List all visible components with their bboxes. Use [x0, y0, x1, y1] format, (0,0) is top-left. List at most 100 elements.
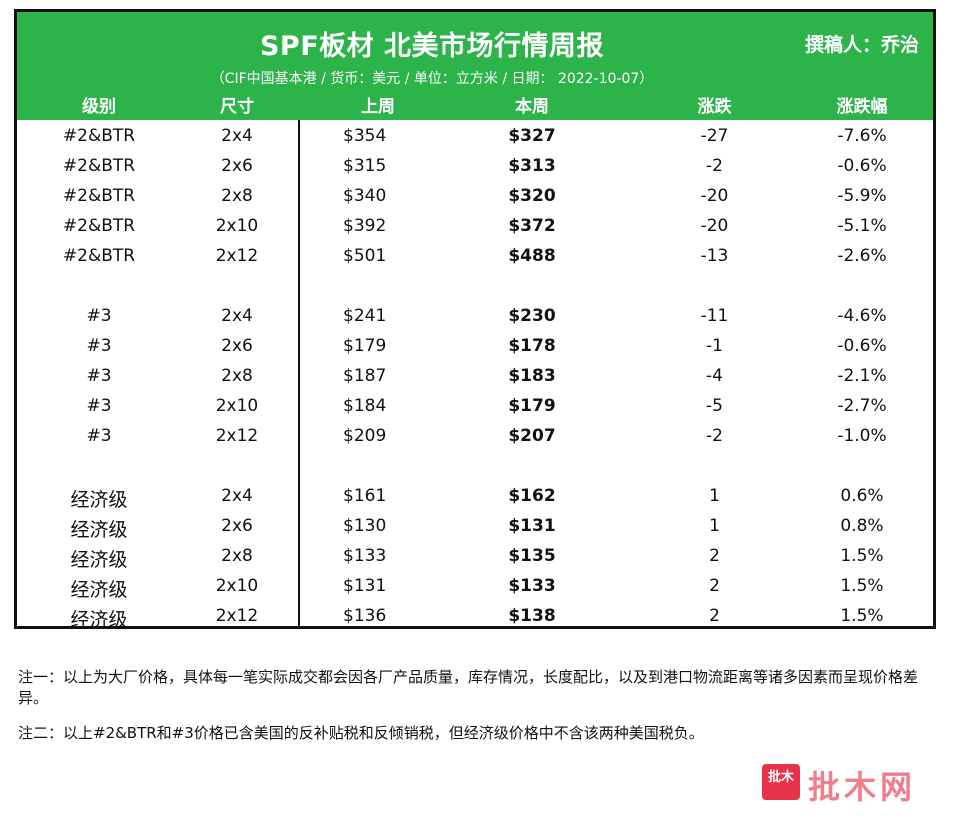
- cell-size: 2x6: [221, 336, 253, 356]
- cell-this-week: $320: [508, 186, 556, 206]
- report-author: 撰稿人：乔治: [804, 34, 919, 56]
- cell-size: 2x12: [215, 606, 259, 626]
- cell-last-week: $209: [343, 426, 387, 446]
- cell-change-pct: -5.9%: [837, 186, 887, 206]
- cell-size: 2x8: [221, 186, 253, 206]
- cell-change: -1: [706, 336, 723, 356]
- cell-last-week: $315: [343, 156, 387, 176]
- cell-change: 2: [709, 576, 720, 596]
- cell-change: -2: [706, 426, 723, 446]
- cell-change: -27: [700, 126, 729, 146]
- cell-this-week: $230: [508, 306, 556, 326]
- cell-change: -20: [700, 186, 729, 206]
- logo-badge: 批木: [762, 764, 800, 800]
- cell-change: -2: [706, 156, 723, 176]
- cell-change: -11: [700, 306, 729, 326]
- report-title: SPF板材 北美市场行情周报: [259, 31, 605, 62]
- cell-change-pct: -1.0%: [837, 426, 887, 446]
- cell-this-week: $183: [508, 366, 556, 386]
- note-2: 注二：以上#2&BTR和#3价格已含美国的反补贴税和反倾销税，但经济级价格中不含…: [18, 724, 704, 742]
- cell-this-week: $372: [508, 216, 556, 236]
- cell-grade: 经济级: [70, 579, 128, 601]
- cell-change-pct: -0.6%: [837, 336, 887, 356]
- cell-change-pct: 1.5%: [840, 546, 884, 566]
- cell-change-pct: 0.8%: [840, 516, 884, 536]
- col-header-last-week: 上周: [361, 97, 395, 117]
- cell-grade: #2&BTR: [62, 126, 136, 146]
- cell-this-week: $178: [508, 336, 556, 356]
- column-divider: [298, 120, 300, 629]
- cell-grade: #2&BTR: [62, 186, 136, 206]
- cell-change-pct: -2.6%: [837, 246, 887, 266]
- cell-grade: #3: [86, 396, 112, 416]
- cell-change-pct: -4.6%: [837, 306, 887, 326]
- cell-grade: #2&BTR: [62, 156, 136, 176]
- cell-last-week: $130: [343, 516, 387, 536]
- cell-this-week: $131: [508, 516, 556, 536]
- cell-change-pct: 1.5%: [840, 576, 884, 596]
- cell-this-week: $207: [508, 426, 556, 446]
- cell-grade: #2&BTR: [62, 216, 136, 236]
- cell-this-week: $133: [508, 576, 556, 596]
- cell-size: 2x4: [221, 486, 253, 506]
- cell-last-week: $133: [343, 546, 387, 566]
- cell-grade: 经济级: [70, 549, 128, 571]
- cell-this-week: $135: [508, 546, 556, 566]
- cell-change-pct: -0.6%: [837, 156, 887, 176]
- cell-last-week: $354: [343, 126, 387, 146]
- cell-last-week: $161: [343, 486, 387, 506]
- col-header-grade: 级别: [82, 97, 116, 117]
- cell-this-week: $327: [508, 126, 556, 146]
- cell-this-week: $179: [508, 396, 556, 416]
- cell-change: -5: [706, 396, 723, 416]
- cell-change: -4: [706, 366, 723, 386]
- cell-grade: #3: [86, 426, 112, 446]
- cell-grade: #3: [86, 366, 112, 386]
- cell-size: 2x4: [221, 306, 253, 326]
- cell-change-pct: -5.1%: [837, 216, 887, 236]
- column-headers: 级别 尺寸 上周 本周 涨跌 涨跌幅: [17, 92, 933, 118]
- cell-change-pct: -2.1%: [837, 366, 887, 386]
- table-row: 经济级 2x10 $131 $133 2 1.5%: [17, 572, 933, 602]
- cell-last-week: $340: [343, 186, 387, 206]
- cell-this-week: $138: [508, 606, 556, 626]
- cell-change-pct: -7.6%: [837, 126, 887, 146]
- table-row: #3 2x8 $187 $183 -4 -2.1%: [17, 362, 933, 392]
- cell-last-week: $392: [343, 216, 387, 236]
- cell-last-week: $136: [343, 606, 387, 626]
- notes-section: 注一：以上为大厂价格，具体每一笔实际成交都会因各厂产品质量，库存情况，长度配比，…: [18, 667, 938, 758]
- table-row: #3 2x4 $241 $230 -11 -4.6%: [17, 302, 933, 332]
- col-header-change-pct: 涨跌幅: [836, 97, 888, 117]
- cell-size: 2x10: [215, 576, 259, 596]
- cell-this-week: $162: [508, 486, 556, 506]
- cell-change: 2: [709, 606, 720, 626]
- logo-wordmark: 批木网: [808, 768, 917, 806]
- cell-size: 2x4: [221, 126, 253, 146]
- cell-grade: 经济级: [70, 519, 128, 541]
- cell-size: 2x10: [215, 216, 259, 236]
- cell-size: 2x6: [221, 516, 253, 536]
- cell-change: 1: [709, 516, 720, 536]
- table-row: #2&BTR 2x6 $315 $313 -2 -0.6%: [17, 152, 933, 182]
- cell-grade: #2&BTR: [62, 246, 136, 266]
- cell-grade: 经济级: [70, 609, 128, 631]
- col-header-size: 尺寸: [220, 97, 254, 117]
- table-row: #3 2x6 $179 $178 -1 -0.6%: [17, 332, 933, 362]
- table-row: 经济级 2x12 $136 $138 2 1.5%: [17, 602, 933, 632]
- cell-this-week: $488: [508, 246, 556, 266]
- price-report-table: SPF板材 北美市场行情周报 撰稿人：乔治 （CIF中国基本港 / 货币：美元 …: [14, 9, 936, 632]
- report-header: SPF板材 北美市场行情周报 撰稿人：乔治 （CIF中国基本港 / 货币：美元 …: [17, 12, 933, 120]
- cell-grade: #3: [86, 306, 112, 326]
- table-row: #2&BTR 2x4 $354 $327 -27 -7.6%: [17, 122, 933, 152]
- cell-change: -20: [700, 216, 729, 236]
- cell-grade: #3: [86, 336, 112, 356]
- table-row: #2&BTR 2x10 $392 $372 -20 -5.1%: [17, 212, 933, 242]
- cell-this-week: $313: [508, 156, 556, 176]
- brand-logo: 批木 批木网: [762, 762, 942, 806]
- cell-change-pct: -2.7%: [837, 396, 887, 416]
- cell-grade: 经济级: [70, 489, 128, 511]
- table-row: 经济级 2x4 $161 $162 1 0.6%: [17, 482, 933, 512]
- report-subtitle: （CIF中国基本港 / 货币：美元 / 单位：立方米 / 日期： 2022-10…: [210, 71, 654, 87]
- cell-last-week: $179: [343, 336, 387, 356]
- cell-change-pct: 0.6%: [840, 486, 884, 506]
